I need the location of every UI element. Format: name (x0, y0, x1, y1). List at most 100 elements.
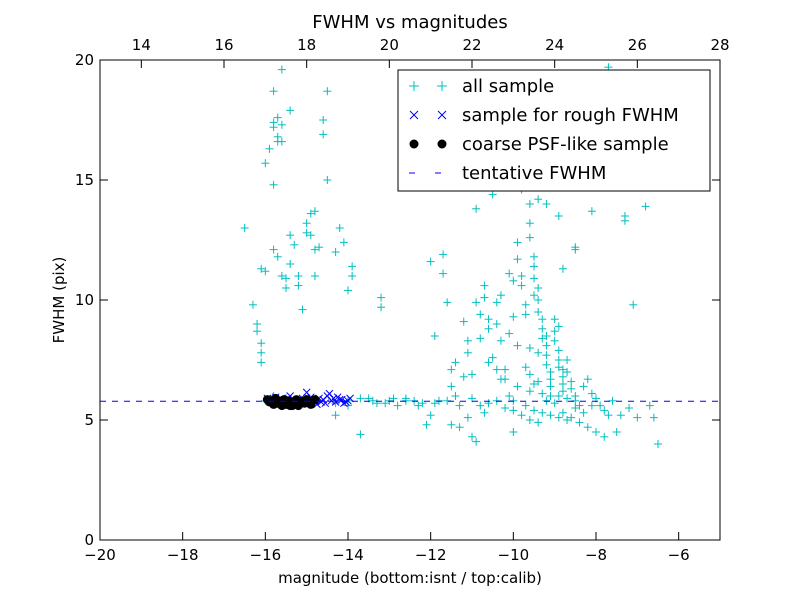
x-axis-label: magnitude (bottom:isnt / top:calib) (278, 569, 542, 587)
chart-title: FWHM vs magnitudes (312, 12, 507, 33)
top-x-tick-label: 18 (297, 36, 316, 54)
x-tick-label: −18 (167, 546, 199, 564)
legend-label-rough-fwhm: sample for rough FWHM (462, 105, 679, 126)
all-sample-point (550, 399, 559, 408)
all-sample-point (517, 272, 526, 280)
all-sample-point (257, 264, 266, 273)
all-sample-point (468, 370, 476, 379)
top-x-tick-label: 22 (462, 36, 481, 54)
all-sample-point (273, 252, 282, 261)
all-sample-point (612, 428, 621, 436)
y-axis-label: FWHM (pix) (50, 257, 68, 344)
all-sample-point (600, 432, 609, 441)
ticks-layer: −20 −18 −16 −14 −12 −10 −8 −6 14 16 18 20 22 24 26 28 0 5… (75, 36, 730, 564)
all-sample-point (649, 413, 658, 422)
all-sample-point (269, 180, 278, 189)
all-sample-point (542, 351, 551, 360)
legend-marker-plus (409, 81, 447, 91)
all-sample-point (554, 356, 563, 364)
all-sample-point (261, 267, 270, 276)
all-sample-point (521, 310, 530, 319)
all-sample-point (344, 286, 352, 295)
legend-marker-dot (437, 139, 447, 149)
all-sample-point (575, 401, 584, 410)
all-sample-point (290, 240, 299, 249)
all-sample-point (554, 413, 563, 422)
all-sample-point (463, 413, 472, 422)
all-sample-point (472, 437, 481, 446)
all-sample-point (459, 317, 468, 326)
all-sample-point (282, 284, 290, 292)
all-sample-point (476, 401, 485, 410)
rough-fwhm-point (340, 399, 348, 408)
all-sample-point (323, 87, 332, 96)
all-sample-point (505, 329, 514, 338)
all-sample-point (455, 423, 464, 432)
all-sample-point (476, 310, 485, 319)
all-sample-point (604, 411, 613, 420)
all-sample-point (625, 404, 634, 412)
all-sample-point (530, 406, 538, 415)
all-sample-point (430, 399, 439, 408)
all-sample-point (525, 387, 534, 396)
all-sample-point (257, 358, 266, 367)
all-sample-point (538, 334, 547, 343)
legend-marker-x (409, 110, 447, 120)
all-sample-point (472, 298, 481, 307)
top-x-tick-label: 26 (628, 36, 647, 54)
all-sample-point (310, 245, 319, 254)
all-sample-point (513, 238, 522, 247)
all-sample-point (567, 377, 576, 386)
all-sample-point (525, 200, 534, 208)
all-sample-point (496, 291, 505, 300)
all-sample-point (538, 408, 547, 417)
all-sample-point (447, 420, 456, 429)
all-sample-point (567, 413, 576, 422)
all-sample-point (620, 216, 629, 225)
all-sample-point (463, 348, 472, 357)
x-tick-label: −6 (668, 546, 690, 564)
all-sample-point (294, 281, 303, 290)
all-sample-point (501, 404, 510, 412)
all-sample-point (579, 382, 588, 391)
all-sample-point (430, 332, 439, 340)
all-sample-point (538, 389, 547, 398)
all-sample-point (550, 315, 559, 324)
y-tick-label: 5 (84, 411, 94, 429)
all-sample-point (277, 65, 286, 74)
all-sample-point (492, 365, 501, 374)
all-sample-point (583, 375, 592, 384)
all-sample-point (534, 348, 543, 357)
all-sample-point (558, 365, 567, 374)
all-sample-point (286, 106, 295, 115)
all-sample-point (240, 224, 249, 232)
all-sample-point (339, 238, 348, 247)
all-sample-point (393, 401, 402, 410)
all-sample-point (505, 269, 514, 278)
all-sample-point (521, 300, 530, 309)
rough-fwhm-point (331, 398, 340, 406)
all-sample-point (550, 327, 559, 336)
all-sample-point (525, 233, 534, 242)
all-sample-point (521, 401, 530, 410)
x-tick-label: −16 (250, 546, 282, 564)
all-sample-point (525, 416, 534, 424)
all-sample-point (484, 399, 493, 408)
all-sample-point (484, 358, 493, 367)
coarse-psf-point (310, 395, 320, 405)
all-sample-point (517, 411, 526, 420)
all-sample-point (492, 298, 501, 307)
all-sample-point (654, 440, 662, 448)
all-sample-point (257, 348, 266, 357)
x-tick-label: −12 (415, 546, 447, 564)
all-sample-point (319, 116, 328, 124)
all-sample-point (563, 368, 572, 376)
all-sample-point (248, 300, 257, 309)
all-sample-point (480, 281, 489, 290)
all-sample-point (587, 401, 596, 410)
all-sample-point (534, 296, 543, 304)
all-sample-point (426, 411, 435, 420)
all-sample-point (319, 130, 328, 139)
all-sample-point (550, 336, 559, 345)
all-sample-point (253, 327, 262, 336)
